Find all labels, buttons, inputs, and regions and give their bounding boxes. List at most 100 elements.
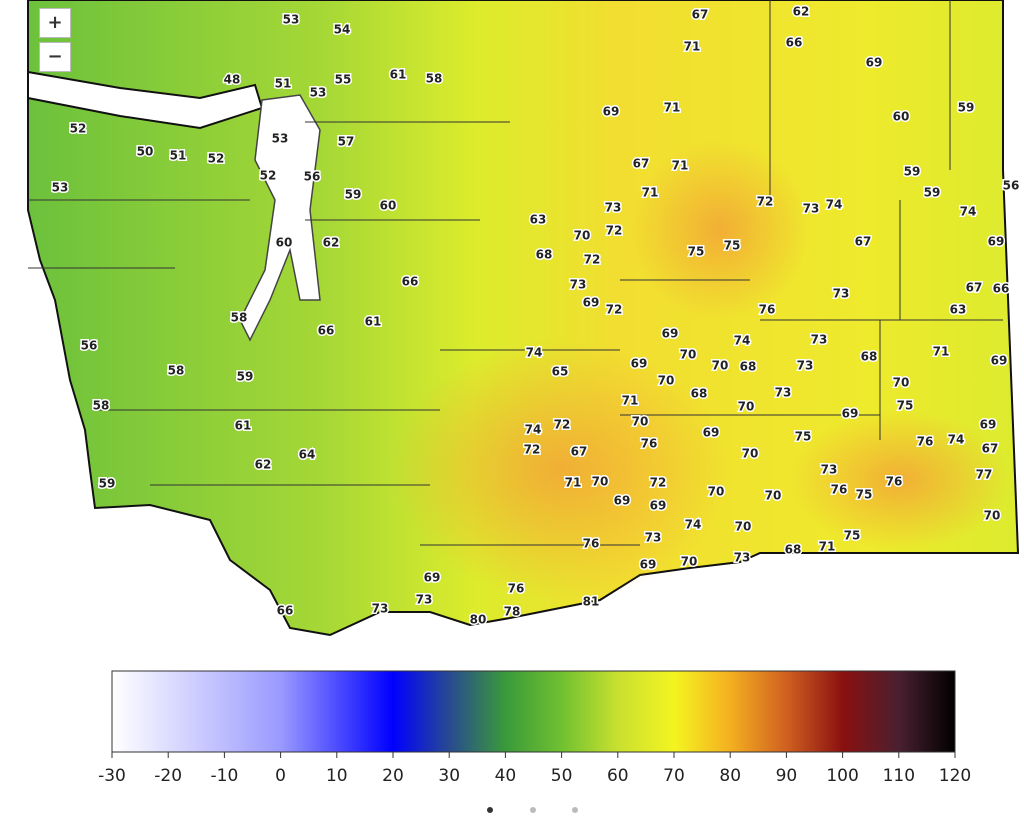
station-temp: 81 — [583, 595, 600, 609]
station-temp: 67 — [571, 445, 588, 459]
colorbar-tick-label: -20 — [154, 766, 182, 786]
sound — [239, 94, 321, 342]
station-temp: 63 — [530, 213, 547, 227]
station-temp: 70 — [765, 489, 782, 503]
station-temp: 67 — [692, 8, 709, 22]
colorbar-tick-label: 120 — [939, 766, 971, 786]
colorbar-tick-label: 110 — [883, 766, 915, 786]
pager-dot[interactable] — [530, 807, 536, 813]
station-temp: 69 — [662, 327, 679, 341]
station-temp: 66 — [786, 36, 803, 50]
station-temp: 75 — [897, 399, 914, 413]
station-temp: 68 — [861, 350, 878, 364]
station-temp: 59 — [958, 101, 975, 115]
station-temp: 71 — [684, 40, 701, 54]
station-temp: 72 — [606, 303, 623, 317]
station-temp: 52 — [208, 152, 225, 166]
station-temp: 73 — [775, 386, 792, 400]
station-temp: 70 — [738, 400, 755, 414]
colorbar-tick-label: 50 — [551, 766, 573, 786]
pager-dot[interactable] — [487, 807, 493, 813]
station-temp: 75 — [856, 488, 873, 502]
station-temp: 65 — [552, 365, 569, 379]
station-temp: 69 — [603, 105, 620, 119]
colorbar: -30 -20 -10 0 10 20 30 40 50 60 70 80 90 100 110 120 — [98, 670, 971, 786]
station-temp: 54 — [334, 23, 351, 37]
station-temp: 67 — [633, 157, 650, 171]
station-temp: 72 — [650, 476, 667, 490]
colorbar-tick-label: 10 — [326, 766, 348, 786]
heat-area — [790, 410, 1010, 550]
station-temp: 73 — [734, 551, 751, 565]
station-temp: 70 — [681, 555, 698, 569]
station-temp: 71 — [819, 540, 836, 554]
station-temp: 73 — [372, 602, 389, 616]
station-temp: 58 — [426, 72, 443, 86]
station-labels: 53 54 67 62 48 51 53 55 61 58 71 66 69 59 60 52 50 51 52 53… — [50, 3, 1021, 628]
station-temp: 66 — [993, 282, 1010, 296]
zoom-in[interactable]: + — [39, 8, 71, 38]
station-temp: 59 — [345, 188, 362, 202]
station-temp: 75 — [795, 430, 812, 444]
station-temp: 73 — [605, 201, 622, 215]
station-temp: 58 — [93, 399, 110, 413]
station-temp: 53 — [52, 181, 69, 195]
station-temp: 70 — [658, 374, 675, 388]
station-temp: 75 — [844, 529, 861, 543]
station-temp: 70 — [735, 520, 752, 534]
station-temp: 56 — [304, 170, 321, 184]
station-temp: 71 — [664, 101, 681, 115]
station-temp: 74 — [685, 518, 702, 532]
colorbar-tick-label: 100 — [826, 766, 858, 786]
station-temp: 53 — [272, 132, 289, 146]
station-temp: 52 — [260, 169, 277, 183]
station-temp: 72 — [584, 253, 601, 267]
station-temp: 58 — [168, 364, 185, 378]
pager — [487, 807, 578, 813]
station-temp: 69 — [988, 235, 1005, 249]
station-temp: 69 — [424, 571, 441, 585]
station-temp: 74 — [525, 423, 542, 437]
station-temp: 59 — [237, 370, 254, 384]
station-temp: 56 — [81, 339, 98, 353]
colorbar-tick-label: 60 — [607, 766, 629, 786]
zoom-out[interactable]: − — [39, 42, 71, 72]
colorbar-tick-label: 40 — [495, 766, 517, 786]
station-temp: 71 — [933, 345, 950, 359]
station-temp: 71 — [565, 476, 582, 490]
station-temp: 53 — [283, 13, 300, 27]
station-temp: 74 — [948, 433, 965, 447]
station-temp: 69 — [631, 357, 648, 371]
station-temp: 67 — [855, 235, 872, 249]
pager-dot[interactable] — [572, 807, 578, 813]
station-temp: 48 — [224, 73, 241, 87]
station-temp: 50 — [137, 145, 154, 159]
station-temp: 76 — [759, 303, 776, 317]
station-temp: 73 — [821, 463, 838, 477]
station-temp: 69 — [842, 407, 859, 421]
station-temp: 52 — [70, 122, 87, 136]
station-temp: 76 — [508, 582, 525, 596]
station-temp: 67 — [982, 442, 999, 456]
station-temp: 73 — [645, 531, 662, 545]
station-temp: 70 — [592, 475, 609, 489]
station-temp: 72 — [757, 195, 774, 209]
colorbar-tick-label: 30 — [438, 766, 460, 786]
station-temp: 68 — [785, 543, 802, 557]
station-temp: 62 — [323, 236, 340, 250]
heat-area — [390, 340, 730, 600]
station-temp: 75 — [724, 239, 741, 253]
station-temp: 71 — [622, 394, 639, 408]
station-temp: 69 — [866, 56, 883, 70]
station-temp: 70 — [708, 485, 725, 499]
station-temp: 66 — [277, 604, 294, 618]
colorbar-tick-label: 90 — [776, 766, 798, 786]
county-lines — [28, 0, 1003, 546]
station-temp: 62 — [255, 458, 272, 472]
station-temp: 51 — [275, 77, 292, 91]
station-temp: 69 — [650, 499, 667, 513]
station-temp: 59 — [904, 165, 921, 179]
station-temp: 73 — [833, 287, 850, 301]
station-temp: 67 — [966, 281, 983, 295]
